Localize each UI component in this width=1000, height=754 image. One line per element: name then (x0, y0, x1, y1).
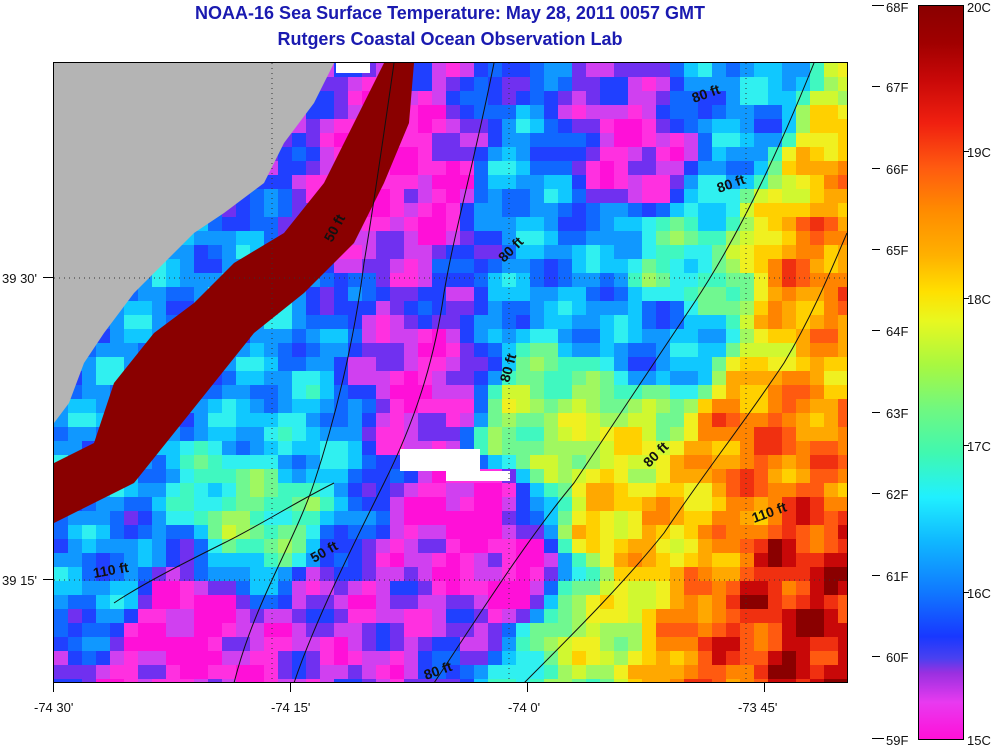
colorbar-tick (963, 445, 969, 446)
colorbar-tick (963, 298, 969, 299)
colorbar-label-68f: 68F (886, 0, 909, 15)
colorbar-tick (872, 168, 880, 169)
temperature-colorbar (918, 5, 964, 740)
colorbar-label-61f: 61F (886, 569, 909, 584)
colorbar-label-19c: 19C (967, 145, 991, 160)
colorbar-tick (872, 656, 880, 657)
axis-tick (43, 579, 53, 580)
depth-contour-line (434, 63, 815, 682)
no-data-patch (446, 471, 510, 481)
land-mass (54, 63, 334, 423)
colorbar-label-60f: 60F (886, 650, 909, 665)
colorbar-label-65f: 65F (886, 243, 909, 258)
colorbar-label-16c: 16C (967, 586, 991, 601)
y-tick-label-39-30: 39 30' (2, 271, 38, 286)
colorbar-tick (872, 330, 880, 331)
axis-tick (764, 682, 765, 692)
colorbar-label-59f: 59F (886, 733, 909, 748)
depth-contour-line (293, 63, 495, 682)
colorbar-label-63f: 63F (886, 406, 909, 421)
colorbar-tick (963, 151, 969, 152)
colorbar-tick (872, 738, 884, 739)
colorbar-label-64f: 64F (886, 324, 909, 339)
depth-contour-line (233, 63, 395, 682)
colorbar-tick (872, 86, 880, 87)
x-tick-label-74-30: -74 30' (34, 700, 74, 715)
axis-tick (53, 682, 54, 692)
colorbar-tick (963, 592, 969, 593)
nearshore-warm-band (54, 63, 414, 523)
no-data-patch (336, 63, 370, 73)
colorbar-tick (872, 249, 880, 250)
contour-depth-label: 80 ft (496, 352, 519, 384)
x-tick-label-74-00: -74 0' (508, 700, 541, 715)
x-tick-label-74-15: -74 15' (271, 700, 311, 715)
colorbar-label-67f: 67F (886, 80, 909, 95)
contour-depth-label: 110 ft (92, 559, 130, 581)
colorbar-tick (872, 493, 880, 494)
x-tick-label-73-45: -73 45' (738, 700, 778, 715)
no-data-patch (400, 449, 480, 471)
colorbar-label-17c: 17C (967, 439, 991, 454)
colorbar-label-18c: 18C (967, 292, 991, 307)
colorbar-tick (872, 575, 880, 576)
axis-tick (527, 682, 528, 692)
colorbar-label-66f: 66F (886, 162, 909, 177)
colorbar-label-62f: 62F (886, 487, 909, 502)
colorbar-tick (872, 412, 880, 413)
colorbar-label-15c: 15C (967, 733, 991, 748)
map-subtitle: Rutgers Coastal Ocean Observation Lab (277, 29, 623, 49)
colorbar-tick (872, 5, 884, 6)
sst-map[interactable]: 50 ft 80 ft 80 ft 80 ft 80 ft 110 ft 110 ft 50 … (53, 62, 848, 683)
map-title: NOAA-16 Sea Surface Temperature: May 28,… (195, 3, 705, 23)
y-tick-label-39-15: 39 15' (2, 573, 38, 588)
axis-tick (290, 682, 291, 692)
axis-tick (43, 277, 53, 278)
depth-contour-line (524, 232, 847, 682)
depth-contour-line (113, 482, 335, 604)
colorbar-label-20c: 20C (967, 0, 991, 15)
